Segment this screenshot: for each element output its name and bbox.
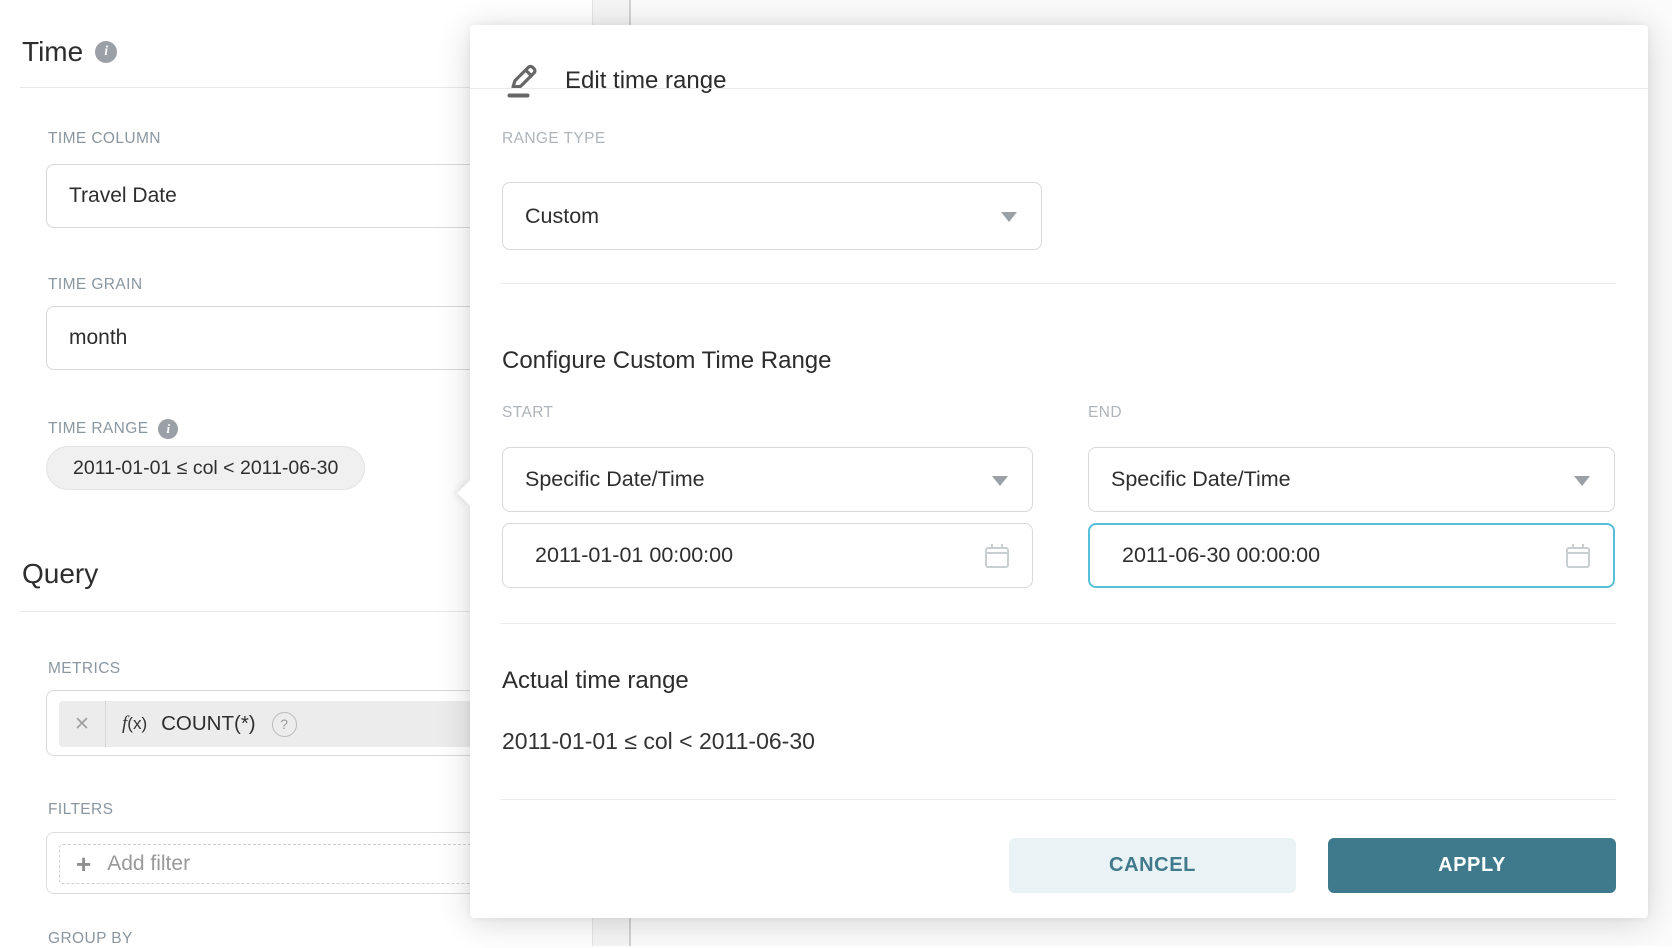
configure-section-divider <box>500 623 1616 624</box>
chevron-down-icon <box>1574 475 1590 486</box>
time-section-title: Time i <box>22 36 118 68</box>
time-section-label: Time <box>22 36 84 67</box>
footer-divider <box>500 799 1616 800</box>
apply-button[interactable]: APPLY <box>1328 838 1616 893</box>
range-type-label: RANGE TYPE <box>502 130 606 147</box>
remove-metric-icon[interactable]: ✕ <box>74 713 90 735</box>
group-by-label: GROUP BY <box>48 930 133 948</box>
cancel-button[interactable]: CANCEL <box>1009 838 1296 893</box>
popover-header-divider <box>470 88 1648 89</box>
end-mode-select[interactable]: Specific Date/Time <box>1088 447 1615 512</box>
end-datetime-value: 2011-06-30 00:00:00 <box>1122 543 1321 567</box>
edit-pencil-icon <box>500 58 544 107</box>
metric-value: COUNT(*) <box>161 712 256 735</box>
time-range-pill[interactable]: 2011-01-01 ≤ col < 2011-06-30 <box>46 446 366 490</box>
time-grain-label: TIME GRAIN <box>48 276 142 294</box>
metrics-label: METRICS <box>48 660 121 678</box>
end-label: END <box>1088 404 1122 421</box>
popover-title: Edit time range <box>565 67 727 94</box>
chevron-down-icon <box>1001 212 1017 222</box>
start-mode-value: Specific Date/Time <box>525 467 705 491</box>
configure-heading: Configure Custom Time Range <box>502 347 832 374</box>
calendar-icon[interactable] <box>982 541 1012 577</box>
actual-time-range-heading: Actual time range <box>502 667 689 694</box>
edit-time-range-popover: Edit time range RANGE TYPE Custom Config… <box>457 25 1648 918</box>
chip-separator <box>105 701 106 747</box>
add-filter-label: Add filter <box>107 852 191 875</box>
group-by-label-text: GROUP BY <box>48 930 133 947</box>
start-datetime-value: 2011-01-01 00:00:00 <box>535 543 734 567</box>
function-icon: f(x) <box>122 713 147 735</box>
chevron-down-icon <box>992 475 1008 486</box>
plus-icon: + <box>76 849 92 879</box>
function-f: f <box>122 713 128 734</box>
range-type-divider <box>500 283 1616 284</box>
calendar-icon[interactable] <box>1563 541 1593 577</box>
start-mode-select[interactable]: Specific Date/Time <box>502 447 1033 512</box>
metrics-label-text: METRICS <box>48 660 121 677</box>
time-range-value: 2011-01-01 ≤ col < 2011-06-30 <box>73 456 339 479</box>
query-section-label: Query <box>22 558 99 589</box>
time-section-divider <box>20 87 592 88</box>
time-column-label: TIME COLUMN <box>48 130 161 148</box>
actual-time-range-value: 2011-01-01 ≤ col < 2011-06-30 <box>502 728 815 754</box>
query-section-divider <box>20 611 592 612</box>
time-range-label-text: TIME RANGE <box>48 420 149 437</box>
time-column-value: Travel Date <box>69 184 177 207</box>
end-mode-value: Specific Date/Time <box>1111 467 1291 491</box>
end-datetime-input[interactable]: 2011-06-30 00:00:00 <box>1088 523 1615 588</box>
add-filter-button[interactable]: + Add filter <box>59 844 553 884</box>
time-grain-label-text: TIME GRAIN <box>48 276 143 293</box>
query-section-title: Query <box>22 558 98 590</box>
function-x: (x) <box>127 714 148 733</box>
range-type-value: Custom <box>525 203 600 228</box>
question-icon[interactable]: ? <box>271 711 297 737</box>
time-column-label-text: TIME COLUMN <box>48 130 161 147</box>
info-icon[interactable]: i <box>95 41 118 63</box>
info-icon[interactable]: i <box>158 419 179 439</box>
time-range-label: TIME RANGE i <box>48 419 179 439</box>
start-datetime-input[interactable]: 2011-01-01 00:00:00 <box>502 523 1033 588</box>
start-label: START <box>502 404 554 421</box>
filters-label: FILTERS <box>48 801 113 819</box>
range-type-select[interactable]: Custom <box>502 182 1042 250</box>
time-grain-value: month <box>69 326 128 349</box>
filters-label-text: FILTERS <box>48 801 114 818</box>
